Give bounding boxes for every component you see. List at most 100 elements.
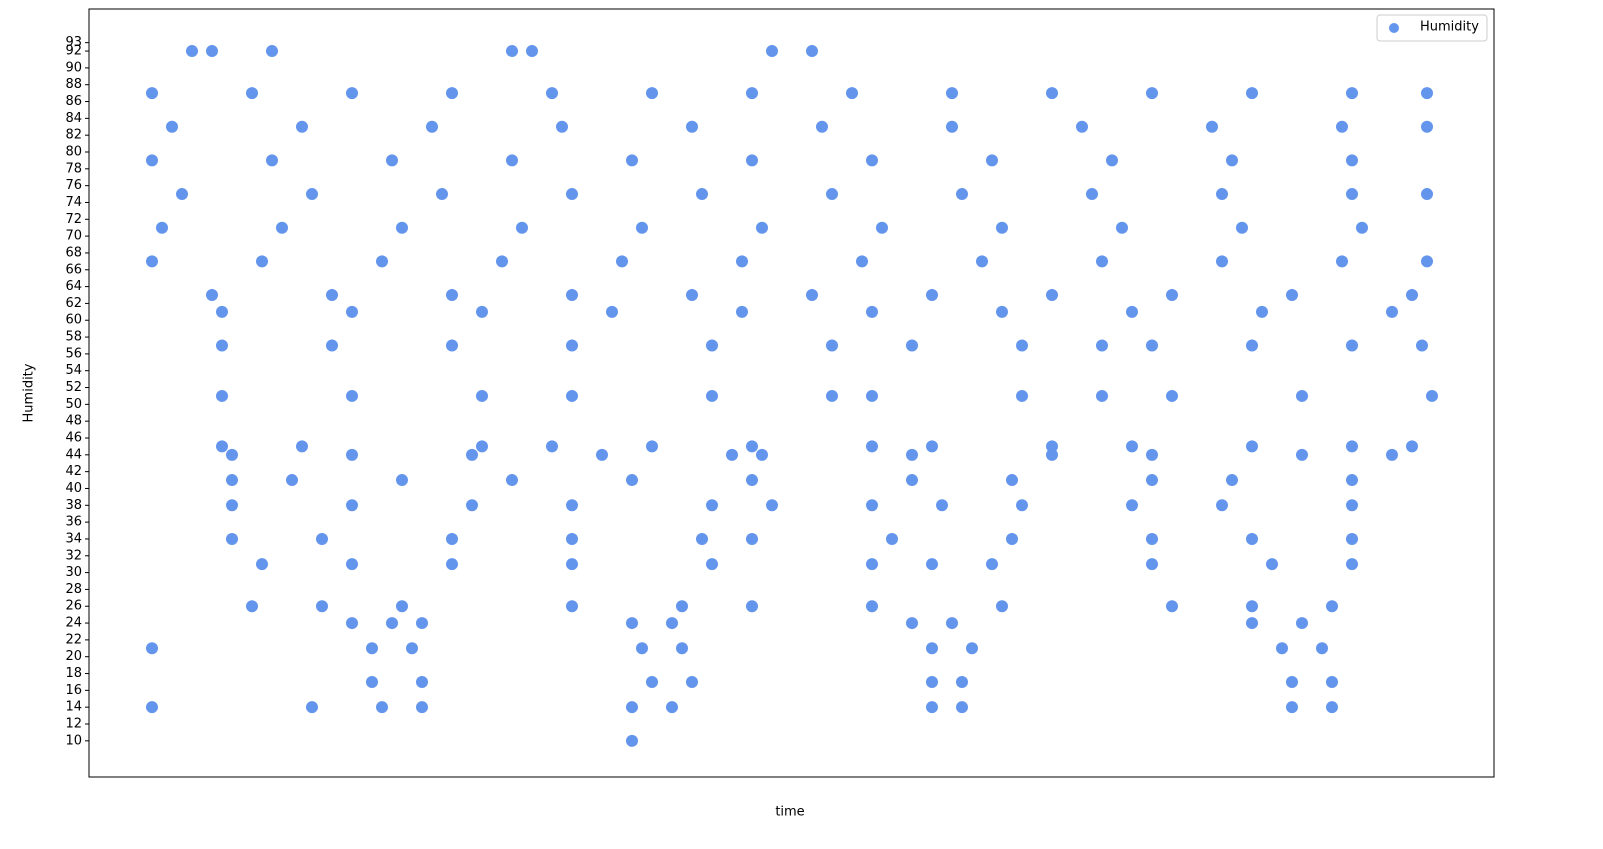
point	[676, 600, 688, 613]
point	[1326, 675, 1338, 688]
point	[866, 558, 878, 571]
point	[1096, 255, 1108, 268]
point	[346, 558, 358, 571]
point	[1406, 440, 1418, 453]
point	[866, 305, 878, 318]
point	[506, 474, 518, 487]
y-tick-label: 12	[65, 717, 82, 732]
point	[686, 289, 698, 302]
x-axis-label: time	[775, 805, 804, 820]
y-tick-label: 14	[65, 700, 82, 715]
point	[1166, 600, 1178, 613]
point	[1016, 339, 1028, 352]
point	[566, 339, 578, 352]
point	[466, 499, 478, 512]
point	[216, 389, 228, 402]
point	[976, 255, 988, 268]
legend-marker	[1389, 23, 1399, 33]
point	[386, 154, 398, 167]
point	[296, 440, 308, 453]
y-tick-label: 18	[65, 666, 82, 681]
point	[746, 440, 758, 453]
point	[606, 305, 618, 318]
point	[366, 675, 378, 688]
y-tick-label: 28	[65, 582, 82, 597]
point	[1286, 701, 1298, 714]
point	[376, 255, 388, 268]
point	[826, 339, 838, 352]
point	[416, 701, 428, 714]
point	[646, 675, 658, 688]
point	[246, 87, 258, 100]
point	[866, 600, 878, 613]
point	[306, 188, 318, 201]
point	[426, 120, 438, 133]
point	[316, 600, 328, 613]
point	[246, 600, 258, 613]
point	[766, 45, 778, 58]
point	[216, 305, 228, 318]
point	[946, 120, 958, 133]
point	[376, 701, 388, 714]
point	[266, 45, 278, 58]
point	[1346, 154, 1358, 167]
point	[706, 499, 718, 512]
point	[906, 339, 918, 352]
y-tick-label: 60	[65, 313, 82, 328]
point	[1336, 255, 1348, 268]
point	[1006, 532, 1018, 545]
legend-label: Humidity	[1420, 20, 1479, 35]
y-tick-label: 92	[65, 44, 82, 59]
point	[146, 642, 158, 655]
y-tick-label: 48	[65, 414, 82, 429]
point	[516, 221, 528, 234]
point	[956, 188, 968, 201]
point	[956, 675, 968, 688]
point	[566, 389, 578, 402]
point	[826, 389, 838, 402]
point	[566, 558, 578, 571]
point	[386, 617, 398, 630]
y-tick-label: 64	[65, 279, 82, 294]
point	[1016, 499, 1028, 512]
point	[866, 154, 878, 167]
point	[1421, 120, 1433, 133]
point	[156, 221, 168, 234]
point	[996, 305, 1008, 318]
point	[946, 617, 958, 630]
point	[746, 87, 758, 100]
point	[216, 339, 228, 352]
point	[396, 221, 408, 234]
point	[446, 339, 458, 352]
point	[496, 255, 508, 268]
point	[686, 675, 698, 688]
point	[1166, 289, 1178, 302]
point	[1046, 87, 1058, 100]
point	[986, 154, 998, 167]
y-tick-label: 20	[65, 649, 82, 664]
legend-box	[1376, 14, 1488, 42]
point	[626, 701, 638, 714]
y-tick-label: 30	[65, 565, 82, 580]
point	[746, 474, 758, 487]
point	[256, 558, 268, 571]
point	[1296, 617, 1308, 630]
point	[566, 499, 578, 512]
point	[446, 87, 458, 100]
point	[996, 221, 1008, 234]
point	[476, 440, 488, 453]
point	[1236, 221, 1248, 234]
point	[1326, 600, 1338, 613]
point	[856, 255, 868, 268]
point	[326, 289, 338, 302]
point	[1286, 289, 1298, 302]
y-tick-label: 34	[65, 531, 82, 546]
y-tick-label: 10	[65, 733, 82, 748]
point	[1426, 389, 1438, 402]
point	[466, 448, 478, 461]
point	[1246, 600, 1258, 613]
point	[406, 642, 418, 655]
point	[926, 675, 938, 688]
point	[696, 532, 708, 545]
